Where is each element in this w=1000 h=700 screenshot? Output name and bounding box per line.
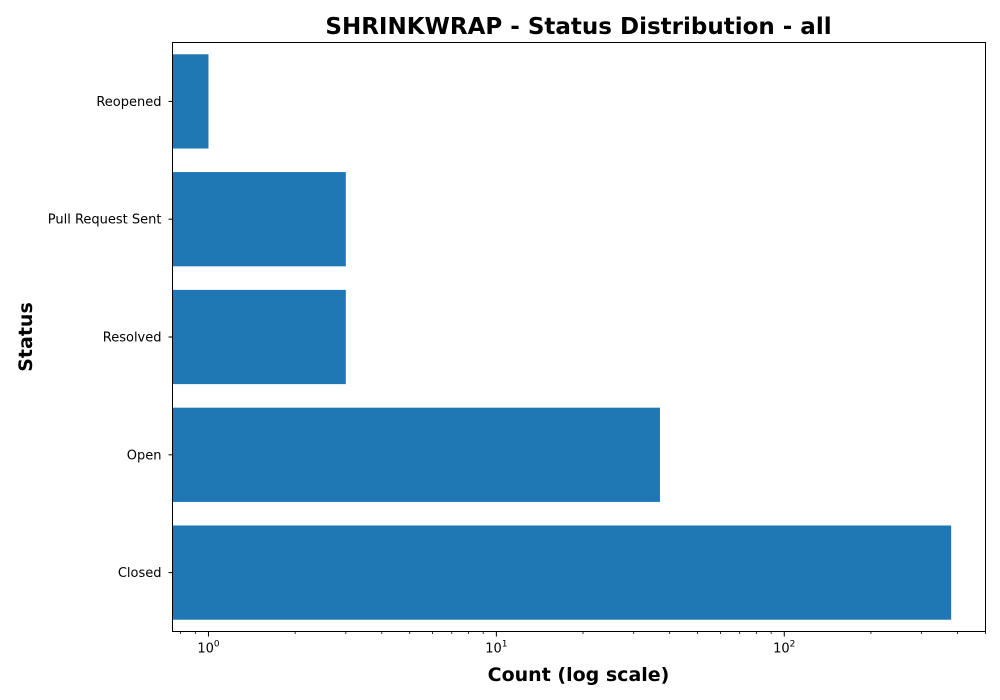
- y-tick-label-pull-request-sent: Pull Request Sent: [48, 213, 162, 228]
- x-axis-title: Count (log scale): [488, 664, 670, 686]
- y-tick-label-reopened: Reopened: [96, 95, 161, 110]
- x-tick-label: 102: [773, 640, 795, 657]
- plot-frame: [172, 42, 986, 632]
- chart-title: SHRINKWRAP - Status Distribution - all: [325, 14, 831, 40]
- bar-closed: [172, 525, 952, 620]
- ticks-layer: Closed Open Resolved Pull Request Sent Reope…: [48, 95, 986, 657]
- bar-resolved: [172, 289, 346, 385]
- bars-layer: [172, 54, 952, 620]
- bar-reopened: [172, 54, 209, 149]
- y-tick-label-closed: Closed: [118, 566, 162, 581]
- x-tick-label: 100: [197, 640, 220, 657]
- y-tick-label-resolved: Resolved: [103, 331, 162, 346]
- bar-open: [172, 407, 660, 502]
- bar-pull-request-sent: [172, 172, 346, 267]
- y-axis-title: Status: [15, 302, 37, 372]
- y-tick-label-open: Open: [127, 448, 162, 463]
- x-tick-label: 101: [485, 640, 507, 657]
